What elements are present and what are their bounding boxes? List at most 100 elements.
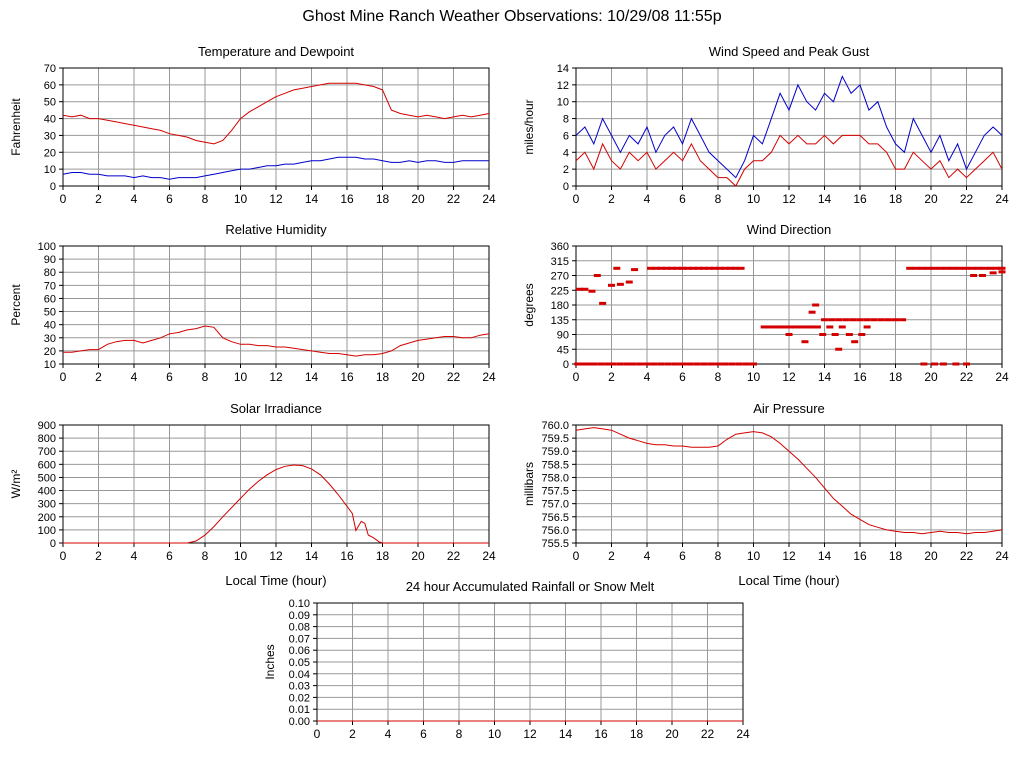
svg-text:700: 700	[38, 446, 56, 458]
svg-text:2: 2	[95, 192, 102, 206]
svg-text:6: 6	[679, 549, 686, 563]
svg-text:16: 16	[853, 370, 867, 384]
svg-text:18: 18	[889, 549, 903, 563]
svg-text:315: 315	[551, 256, 569, 268]
svg-text:40: 40	[44, 320, 56, 332]
chart-temperature-dewpoint: Temperature and Dewpoint 0 2 4 6 8 10 12 14 16 18 2…	[8, 40, 503, 217]
svg-text:24: 24	[736, 727, 750, 741]
svg-text:10: 10	[747, 549, 761, 563]
chart-canvas-rainfall: 24 hour Accumulated Rainfall or Snow Mel…	[263, 579, 750, 741]
svg-text:2: 2	[608, 549, 615, 563]
svg-text:12: 12	[269, 192, 283, 206]
svg-text:14: 14	[818, 549, 832, 563]
svg-text:0: 0	[60, 549, 67, 563]
svg-text:6: 6	[563, 130, 569, 142]
svg-text:18: 18	[630, 727, 644, 741]
svg-text:135: 135	[551, 315, 569, 327]
svg-text:Local Time (hour): Local Time (hour)	[225, 573, 326, 588]
svg-text:20: 20	[924, 549, 938, 563]
svg-text:22: 22	[960, 192, 974, 206]
svg-text:0: 0	[50, 538, 56, 550]
page-title: Ghost Mine Ranch Weather Observations: 1…	[302, 8, 722, 25]
svg-text:10: 10	[557, 97, 569, 109]
svg-text:miles/hour: miles/hour	[522, 99, 536, 154]
svg-text:2: 2	[95, 370, 102, 384]
svg-text:24 hour Accumulated Rainfall o: 24 hour Accumulated Rainfall or Snow Mel…	[406, 579, 655, 594]
svg-text:Solar Irradiance: Solar Irradiance	[230, 401, 322, 416]
svg-text:300: 300	[38, 499, 56, 511]
svg-text:70: 70	[44, 280, 56, 292]
svg-text:20: 20	[44, 147, 56, 159]
svg-text:Inches: Inches	[263, 644, 277, 679]
svg-text:12: 12	[782, 549, 796, 563]
svg-text:756.0: 756.0	[541, 525, 569, 537]
svg-text:45: 45	[557, 344, 569, 356]
svg-text:24: 24	[995, 370, 1009, 384]
svg-text:10: 10	[234, 370, 248, 384]
svg-text:60: 60	[44, 293, 56, 305]
svg-text:14: 14	[305, 549, 319, 563]
svg-text:90: 90	[557, 330, 569, 342]
svg-text:0.01: 0.01	[289, 704, 310, 716]
svg-text:2: 2	[563, 164, 569, 176]
svg-text:4: 4	[644, 549, 651, 563]
svg-text:22: 22	[960, 549, 974, 563]
svg-text:70: 70	[44, 63, 56, 75]
svg-text:16: 16	[853, 549, 867, 563]
svg-text:0.02: 0.02	[289, 692, 310, 704]
svg-text:758.0: 758.0	[541, 472, 569, 484]
svg-text:16: 16	[340, 370, 354, 384]
svg-text:2: 2	[349, 727, 356, 741]
svg-text:14: 14	[305, 192, 319, 206]
svg-text:760.0: 760.0	[541, 420, 569, 432]
svg-text:0: 0	[60, 192, 67, 206]
svg-text:14: 14	[559, 727, 573, 741]
svg-text:4: 4	[131, 370, 138, 384]
svg-text:4: 4	[563, 147, 569, 159]
svg-text:16: 16	[594, 727, 608, 741]
chart-air-pressure: Air Pressure 0 2 4 6 8 10 12 14 16 18 20 22 24 755.5 75…	[521, 397, 1016, 598]
svg-text:4: 4	[644, 192, 651, 206]
svg-text:0: 0	[60, 370, 67, 384]
svg-text:8: 8	[715, 370, 722, 384]
svg-text:Local Time (hour): Local Time (hour)	[738, 573, 839, 588]
svg-text:400: 400	[38, 486, 56, 498]
svg-text:0: 0	[573, 370, 580, 384]
svg-text:24: 24	[995, 549, 1009, 563]
svg-text:18: 18	[376, 192, 390, 206]
svg-text:Percent: Percent	[9, 284, 23, 326]
svg-text:18: 18	[889, 192, 903, 206]
svg-text:10: 10	[747, 192, 761, 206]
svg-text:8: 8	[715, 549, 722, 563]
svg-text:10: 10	[44, 164, 56, 176]
svg-text:20: 20	[665, 727, 679, 741]
svg-text:16: 16	[340, 192, 354, 206]
svg-text:80: 80	[44, 267, 56, 279]
svg-text:22: 22	[447, 192, 461, 206]
svg-text:18: 18	[376, 370, 390, 384]
svg-text:200: 200	[38, 512, 56, 524]
svg-text:0: 0	[314, 727, 321, 741]
svg-text:0: 0	[50, 181, 56, 193]
svg-text:14: 14	[818, 192, 832, 206]
svg-text:W/m²: W/m²	[9, 470, 23, 499]
svg-text:756.5: 756.5	[541, 512, 569, 524]
svg-text:8: 8	[202, 549, 209, 563]
svg-text:757.0: 757.0	[541, 499, 569, 511]
chart-wind-direction: Wind Direction 0 2 4 6 8 10 12 14 16 18 20 22 24 0 45 90…	[521, 218, 1016, 395]
svg-text:60: 60	[44, 80, 56, 92]
svg-text:10: 10	[488, 727, 502, 741]
svg-text:30: 30	[44, 130, 56, 142]
svg-text:755.5: 755.5	[541, 538, 569, 550]
svg-text:Wind Speed and Peak Gust: Wind Speed and Peak Gust	[709, 44, 870, 59]
svg-text:0.00: 0.00	[289, 716, 310, 728]
svg-text:90: 90	[44, 254, 56, 266]
svg-text:Air Pressure: Air Pressure	[753, 401, 825, 416]
svg-text:40: 40	[44, 114, 56, 126]
svg-text:14: 14	[557, 63, 569, 75]
svg-text:24: 24	[482, 370, 496, 384]
